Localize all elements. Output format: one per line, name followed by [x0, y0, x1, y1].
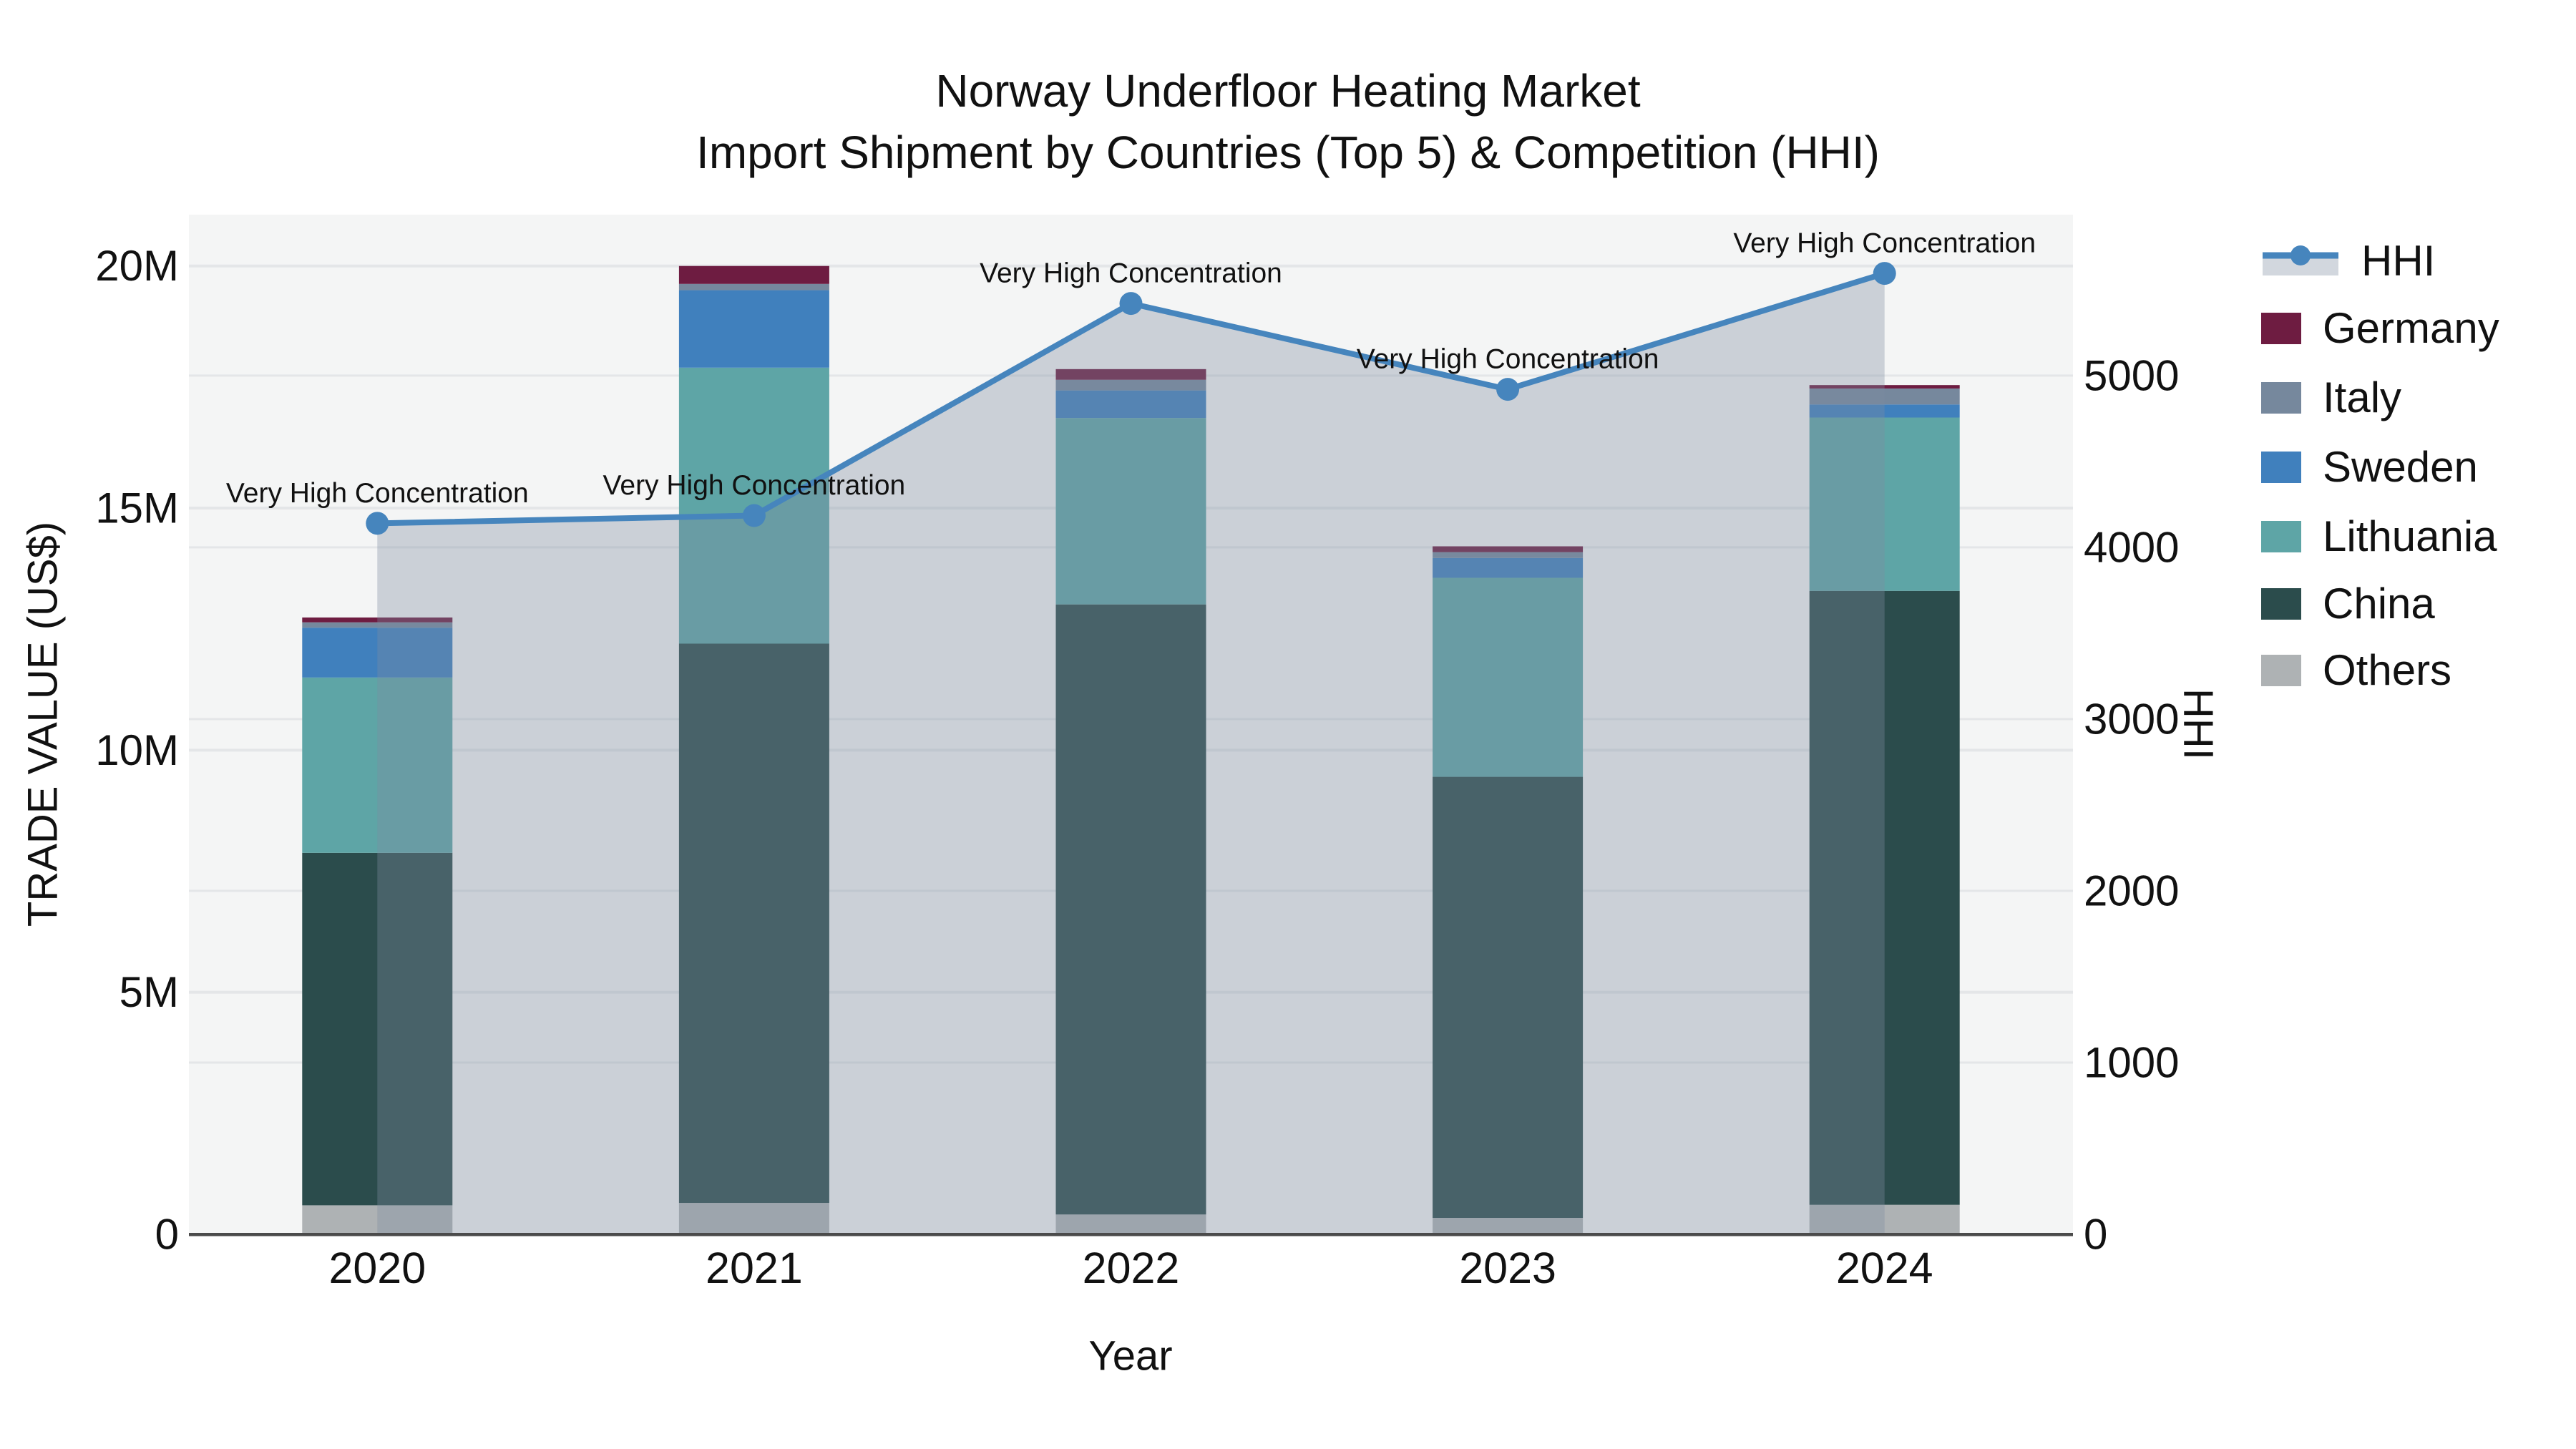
- bar-sweden-2023[interactable]: [1433, 557, 1584, 578]
- bar-others-2022[interactable]: [1055, 1214, 1206, 1234]
- x-tick-2022: 2022: [1083, 1244, 1180, 1292]
- bar-sweden-2022[interactable]: [1055, 390, 1206, 419]
- legend-label-lithuania: Lithuania: [2323, 512, 2497, 560]
- italy-swatch-icon: [2261, 382, 2301, 414]
- y-right-axis-title: HHI: [2175, 688, 2222, 760]
- bar-lithuania-2020[interactable]: [302, 677, 453, 853]
- y-left-axis-title: TRADE VALUE (US$): [20, 522, 67, 927]
- annotation-2022: Very High Concentration: [980, 258, 1282, 289]
- y-left-tick-10M: 10M: [95, 726, 179, 774]
- y-left-tick-20M: 20M: [95, 242, 179, 290]
- y-left-tick-15M: 15M: [95, 484, 179, 532]
- bar-others-2024[interactable]: [1809, 1204, 1960, 1234]
- y-right-tick-4000: 4000: [2084, 523, 2179, 571]
- bar-sweden-2021[interactable]: [678, 290, 829, 368]
- bar-lithuania-2022[interactable]: [1055, 418, 1206, 605]
- y-right-tick-3000: 3000: [2084, 695, 2179, 743]
- bar-germany-2024[interactable]: [1809, 385, 1960, 389]
- bar-china-2021[interactable]: [678, 643, 829, 1204]
- china-swatch-icon: [2261, 588, 2301, 620]
- bar-germany-2020[interactable]: [302, 617, 453, 623]
- annotation-2023: Very High Concentration: [1357, 344, 1659, 375]
- bar-china-2022[interactable]: [1055, 604, 1206, 1215]
- hhi-marker-2022[interactable]: [1119, 292, 1143, 316]
- bar-others-2023[interactable]: [1433, 1217, 1584, 1234]
- x-axis-line: [189, 1233, 2073, 1236]
- x-tick-2024: 2024: [1836, 1244, 1933, 1292]
- hhi-legend-symbol: [2263, 245, 2338, 275]
- annotation-2020: Very High Concentration: [226, 478, 529, 509]
- chart-title-line1: Norway Underfloor Heating Market: [935, 65, 1641, 117]
- legend-label-others: Others: [2323, 646, 2452, 694]
- bar-lithuania-2023[interactable]: [1433, 577, 1584, 777]
- lithuania-swatch-icon: [2261, 521, 2301, 552]
- hhi-marker-2020[interactable]: [366, 512, 389, 535]
- hhi-marker-2021[interactable]: [742, 504, 766, 527]
- legend-item-hhi[interactable]: HHI: [2261, 238, 2435, 284]
- y-right-tick-0: 0: [2084, 1211, 2107, 1259]
- x-tick-2023: 2023: [1459, 1244, 1556, 1292]
- legend-label-germany: Germany: [2323, 304, 2499, 352]
- bar-china-2023[interactable]: [1433, 776, 1584, 1218]
- legend-item-lithuania[interactable]: Lithuania: [2261, 514, 2497, 560]
- bar-china-2020[interactable]: [302, 852, 453, 1206]
- hhi-marker-2023[interactable]: [1496, 378, 1520, 401]
- bar-italy-2024[interactable]: [1809, 388, 1960, 405]
- bar-italy-2022[interactable]: [1055, 379, 1206, 391]
- annotation-2024: Very High Concentration: [1733, 228, 2036, 259]
- bar-sweden-2020[interactable]: [302, 628, 453, 678]
- gridline-trade-20M: [189, 264, 2073, 268]
- legend-item-sweden[interactable]: Sweden: [2261, 444, 2478, 490]
- bar-italy-2021[interactable]: [678, 283, 829, 291]
- legend-label-italy: Italy: [2323, 374, 2402, 421]
- legend-item-germany[interactable]: Germany: [2261, 306, 2499, 351]
- legend-label-china: China: [2323, 580, 2435, 628]
- hhi-marker-2024[interactable]: [1873, 262, 1896, 286]
- bar-germany-2023[interactable]: [1433, 546, 1584, 552]
- hhi-area-fill: [377, 273, 1885, 1234]
- bar-italy-2023[interactable]: [1433, 552, 1584, 558]
- legend-item-china[interactable]: China: [2261, 581, 2435, 627]
- x-axis-title: Year: [1088, 1333, 1172, 1380]
- bar-italy-2020[interactable]: [302, 622, 453, 628]
- legend-label-sweden: Sweden: [2323, 443, 2478, 491]
- y-left-tick-5M: 5M: [119, 968, 179, 1016]
- legend-label-hhi: HHI: [2361, 237, 2436, 285]
- bar-others-2021[interactable]: [678, 1203, 829, 1234]
- x-tick-2021: 2021: [706, 1244, 803, 1292]
- legend-item-italy[interactable]: Italy: [2261, 375, 2401, 421]
- chart-title-line2: Import Shipment by Countries (Top 5) & C…: [696, 127, 1880, 178]
- y-right-tick-2000: 2000: [2084, 867, 2179, 914]
- bar-germany-2022[interactable]: [1055, 369, 1206, 380]
- bar-germany-2021[interactable]: [678, 265, 829, 284]
- bar-sweden-2024[interactable]: [1809, 404, 1960, 418]
- sweden-swatch-icon: [2261, 452, 2301, 483]
- y-left-tick-0: 0: [155, 1211, 179, 1259]
- bar-china-2024[interactable]: [1809, 590, 1960, 1205]
- germany-swatch-icon: [2261, 313, 2301, 344]
- y-right-tick-1000: 1000: [2084, 1038, 2179, 1086]
- x-tick-2020: 2020: [328, 1244, 426, 1292]
- bar-others-2020[interactable]: [302, 1205, 453, 1234]
- others-swatch-icon: [2261, 655, 2301, 686]
- legend-item-others[interactable]: Others: [2261, 648, 2451, 693]
- y-right-tick-5000: 5000: [2084, 351, 2179, 399]
- annotation-2021: Very High Concentration: [603, 470, 906, 501]
- bar-lithuania-2024[interactable]: [1809, 417, 1960, 591]
- legend: HHI Germany Italy Sweden Lithuania China Other…: [2254, 0, 2576, 1449]
